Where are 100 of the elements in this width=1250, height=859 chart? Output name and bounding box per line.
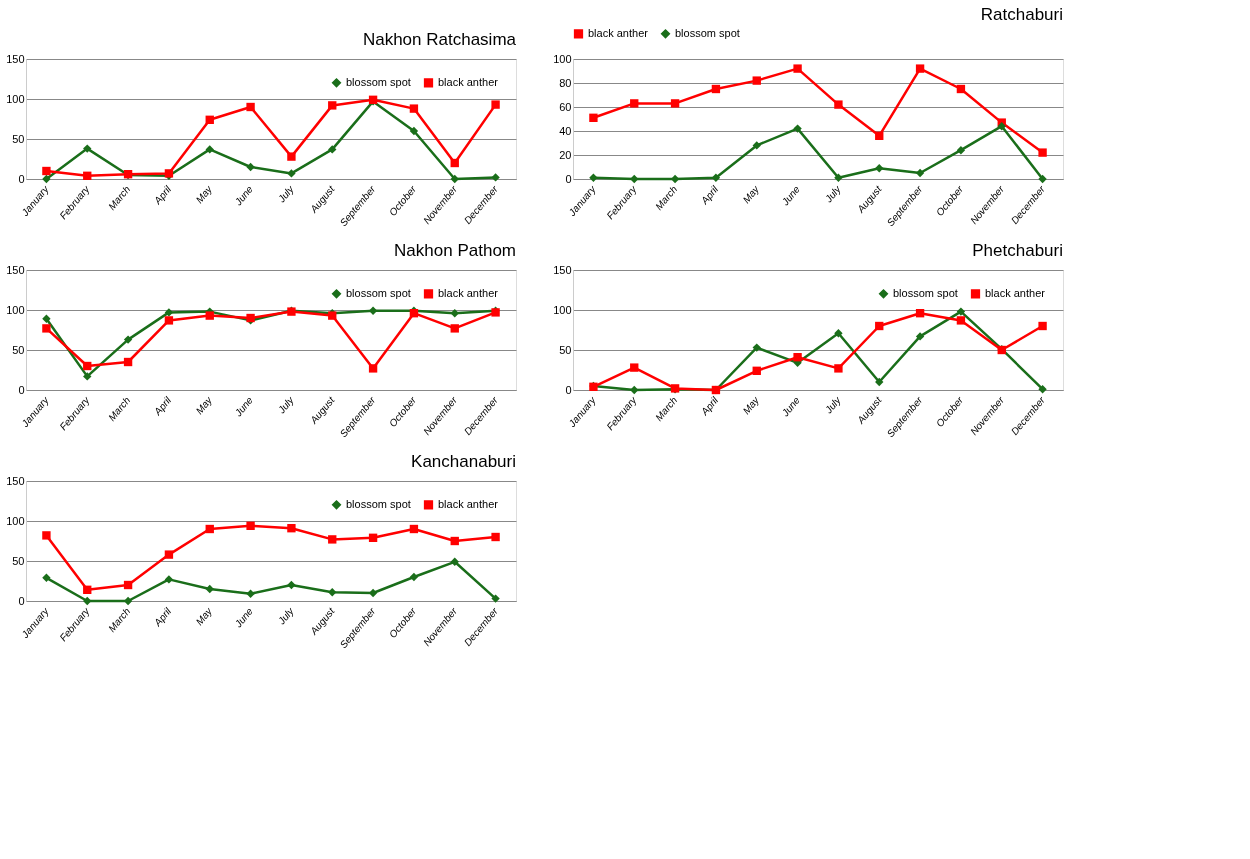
y-tick-label: 100 [6,514,25,527]
chart-title: Nakhon Pathom [394,241,516,260]
x-tick-label: July [822,393,844,417]
y-tick-label: 50 [559,343,572,356]
point [83,171,92,180]
point [589,173,598,182]
point [630,363,639,372]
point [793,124,802,133]
point [491,100,500,109]
point [450,309,459,318]
point [450,324,459,333]
legend-label: blossom spot [346,497,411,510]
chart-title: Nakhon Ratchasima [362,30,517,49]
y-tick-label: 50 [12,343,25,356]
point [287,580,296,590]
legend-label: black anther [438,286,499,299]
y-tick-label: 0 [18,594,25,607]
point [491,594,500,603]
point [246,162,255,172]
x-tick-label: July [822,182,844,206]
point [328,145,337,154]
point [205,524,214,534]
point [997,122,1006,131]
y-tick-label: 0 [565,383,572,396]
point [491,532,500,542]
legend-label: blossom spot [346,75,411,88]
point [752,366,761,375]
point [205,584,214,594]
point [834,173,843,182]
point [205,115,214,124]
point [368,306,378,315]
y-tick-label: 0 [18,383,25,396]
x-tick-label: July [275,393,297,417]
point [287,169,296,178]
point [83,372,92,381]
point [1038,321,1047,331]
legend-label: black anther [985,286,1046,299]
point [123,335,133,344]
point [875,321,884,331]
y-tick-label: 0 [565,172,572,185]
point [42,531,51,540]
y-tick-label: 100 [6,303,25,316]
point [711,173,721,182]
point [752,76,761,85]
point [123,580,133,590]
point [123,357,133,367]
point [409,524,419,534]
point [83,144,92,153]
point [875,164,884,173]
point [711,84,721,94]
y-tick-label: 150 [6,263,25,276]
point [752,343,761,352]
legend-label: black anther [588,26,649,39]
point [450,158,459,168]
point [956,146,966,155]
point [83,585,92,594]
point [915,309,925,318]
point [42,174,51,184]
x-tick-label: July [275,604,297,628]
legend-label: black anther [438,75,499,88]
point [164,550,174,559]
point [368,364,378,373]
point [164,316,174,325]
point [752,141,761,150]
chart-title: Phetchaburi [972,241,1063,260]
point [409,126,419,136]
point [915,64,925,73]
point [246,521,255,530]
point [875,377,884,387]
point [670,99,680,108]
point [915,332,925,341]
point [42,314,51,323]
point [328,588,337,597]
point [409,104,419,113]
point [246,589,255,598]
legend-label: black anther [438,497,499,510]
point [83,596,92,606]
point [42,324,51,333]
x-tick-label: July [275,182,297,206]
legend-label: blossom spot [893,286,958,299]
point [287,152,296,161]
point [328,101,337,110]
point [956,307,966,316]
point [915,168,925,178]
y-tick-label: 100 [553,52,572,65]
point [450,536,459,546]
point [164,575,174,584]
y-tick-label: 100 [553,303,572,316]
point [956,84,966,94]
point [875,131,884,140]
point [205,145,214,154]
point [630,174,639,184]
y-tick-label: 0 [18,172,25,185]
point [409,572,419,582]
y-tick-label: 100 [6,92,25,105]
point [956,316,966,325]
point [42,166,51,176]
point [1038,148,1047,157]
chart-title: Ratchaburi [980,5,1063,24]
point [83,361,92,371]
